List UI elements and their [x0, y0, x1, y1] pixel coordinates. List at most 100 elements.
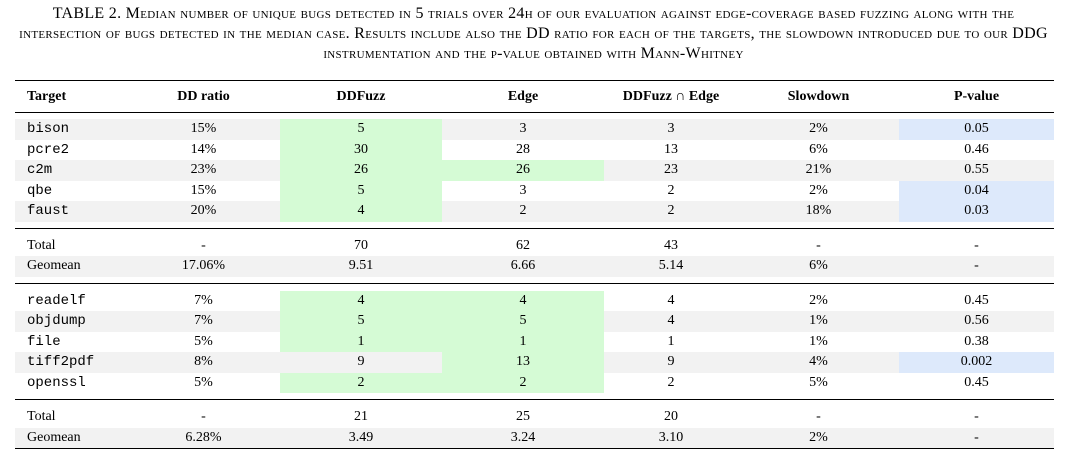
cell-intersection: 3.10: [604, 427, 738, 449]
cell-edge: 13: [442, 352, 604, 373]
cell-ddfuzz: 21: [354, 409, 368, 425]
total-row: Total - 21 25 20 - -: [15, 407, 1054, 428]
cell-intersection: 13: [664, 141, 678, 157]
table-row: file 5% 1 1 1 1% 0.38: [15, 331, 1054, 352]
cell-label: Geomean: [15, 256, 127, 277]
table-row: pcre2 14% 30 28 13 6% 0.46: [15, 139, 1054, 160]
cell-slowdown: 2%: [809, 292, 828, 308]
cell-p-value: -: [974, 409, 979, 425]
cell-ddfuzz: 4: [280, 290, 442, 311]
cell-p-value: 0.46: [964, 141, 989, 157]
cell-target: pcre2: [27, 141, 70, 158]
cell-ddfuzz: 1: [280, 331, 442, 352]
cell-ddfuzz: 30: [280, 139, 442, 160]
cell-p-value: 0.45: [964, 374, 989, 390]
table-row: qbe 15% 5 3 2 2% 0.04: [15, 180, 1054, 201]
cell-edge: 3: [519, 182, 527, 198]
cell-ddfuzz: 9.51: [280, 256, 442, 277]
cell-p-value: 0.45: [964, 292, 989, 308]
cell-slowdown: 1%: [738, 311, 899, 332]
cell-ddfuzz: 5: [280, 311, 442, 332]
cell-target: readelf: [27, 292, 86, 309]
cell-dd-ratio: 7%: [127, 311, 280, 332]
table-row: tiff2pdf 8% 9 13 9 4% 0.002: [15, 352, 1054, 373]
cell-p-value: 0.38: [964, 333, 989, 349]
cell-dd-ratio: 17.06%: [127, 256, 280, 277]
cell-intersection: 5.14: [604, 256, 738, 277]
table-row: openssl 5% 2 2 2 5% 0.45: [15, 372, 1054, 393]
cell-ddfuzz: 70: [354, 237, 368, 253]
cell-edge: 4: [442, 290, 604, 311]
cell-ddfuzz: 2: [280, 372, 442, 393]
table-row: readelf 7% 4 4 4 2% 0.45: [15, 290, 1054, 311]
cell-dd-ratio: 6.28%: [127, 427, 280, 449]
cell-slowdown: 6%: [809, 141, 828, 157]
col-header-ddfuzz: DDFuzz: [336, 88, 386, 104]
cell-target: qbe: [27, 182, 53, 199]
cell-p-value: -: [899, 256, 1054, 277]
cell-edge: 28: [516, 141, 530, 157]
col-header-intersection: DDFuzz ∩ Edge: [622, 88, 720, 104]
cell-ddfuzz: 3.49: [280, 427, 442, 449]
cell-dd-ratio: 15%: [190, 182, 217, 198]
geomean-row: Geomean 17.06% 9.51 6.66 5.14 6% -: [15, 256, 1054, 277]
cell-slowdown: 21%: [738, 160, 899, 181]
cell-ddfuzz: 9: [280, 352, 442, 373]
cell-target: bison: [15, 119, 127, 140]
cell-ddfuzz: 26: [280, 160, 442, 181]
results-table: Target DD ratio DDFuzz Edge DDFuzz ∩ Edg…: [15, 80, 1054, 449]
cell-edge: 62: [516, 237, 530, 253]
cell-p-value: 0.55: [899, 160, 1054, 181]
cell-target: openssl: [27, 374, 86, 391]
cell-slowdown: -: [816, 237, 821, 253]
cell-p-value: 0.05: [899, 119, 1054, 140]
cell-target: file: [27, 333, 61, 350]
cell-target: faust: [15, 201, 127, 222]
cell-p-value: 0.56: [899, 311, 1054, 332]
cell-slowdown: 4%: [738, 352, 899, 373]
cell-p-value: -: [899, 427, 1054, 449]
cell-intersection: 4: [667, 292, 675, 308]
cell-slowdown: 18%: [738, 201, 899, 222]
cell-p-value: -: [974, 237, 979, 253]
cell-edge: 25: [516, 409, 530, 425]
cell-dd-ratio: 20%: [127, 201, 280, 222]
cell-slowdown: -: [816, 409, 821, 425]
cell-dd-ratio: 5%: [194, 333, 213, 349]
cell-intersection: 9: [604, 352, 738, 373]
cell-label: Total: [27, 409, 56, 425]
cell-ddfuzz: 5: [280, 119, 442, 140]
table-row: bison 15% 5 3 3 2% 0.05: [15, 119, 1054, 140]
cell-p-value: 0.002: [899, 352, 1054, 373]
cell-intersection: 2: [604, 201, 738, 222]
cell-intersection: 43: [664, 237, 678, 253]
header-row: Target DD ratio DDFuzz Edge DDFuzz ∩ Edg…: [15, 80, 1054, 113]
cell-slowdown: 1%: [809, 333, 828, 349]
cell-edge: 2: [442, 201, 604, 222]
cell-slowdown: 2%: [809, 182, 828, 198]
cell-target: tiff2pdf: [15, 352, 127, 373]
cell-dd-ratio: 5%: [194, 374, 213, 390]
cell-edge: 3: [442, 119, 604, 140]
table-caption: TABLE 2. Median number of unique bugs de…: [19, 5, 1048, 62]
table-row: objdump 7% 5 5 4 1% 0.56: [15, 311, 1054, 332]
cell-target: objdump: [15, 311, 127, 332]
cell-edge: 3.24: [442, 427, 604, 449]
cell-dd-ratio: -: [201, 409, 206, 425]
cell-slowdown: 2%: [738, 427, 899, 449]
cell-dd-ratio: -: [201, 237, 206, 253]
col-header-dd-ratio: DD ratio: [177, 88, 230, 104]
cell-edge: 5: [442, 311, 604, 332]
cell-edge: 1: [442, 331, 604, 352]
col-header-p-value: P-value: [953, 88, 1000, 104]
cell-edge: 26: [442, 160, 604, 181]
col-header-slowdown: Slowdown: [787, 88, 850, 104]
cell-ddfuzz: 5: [280, 180, 442, 201]
cell-slowdown: 5%: [809, 374, 828, 390]
total-row: Total - 70 62 43 - -: [15, 236, 1054, 257]
cell-intersection: 1: [667, 333, 675, 349]
cell-intersection: 2: [667, 182, 675, 198]
cell-intersection: 4: [604, 311, 738, 332]
cell-dd-ratio: 8%: [127, 352, 280, 373]
cell-ddfuzz: 4: [280, 201, 442, 222]
